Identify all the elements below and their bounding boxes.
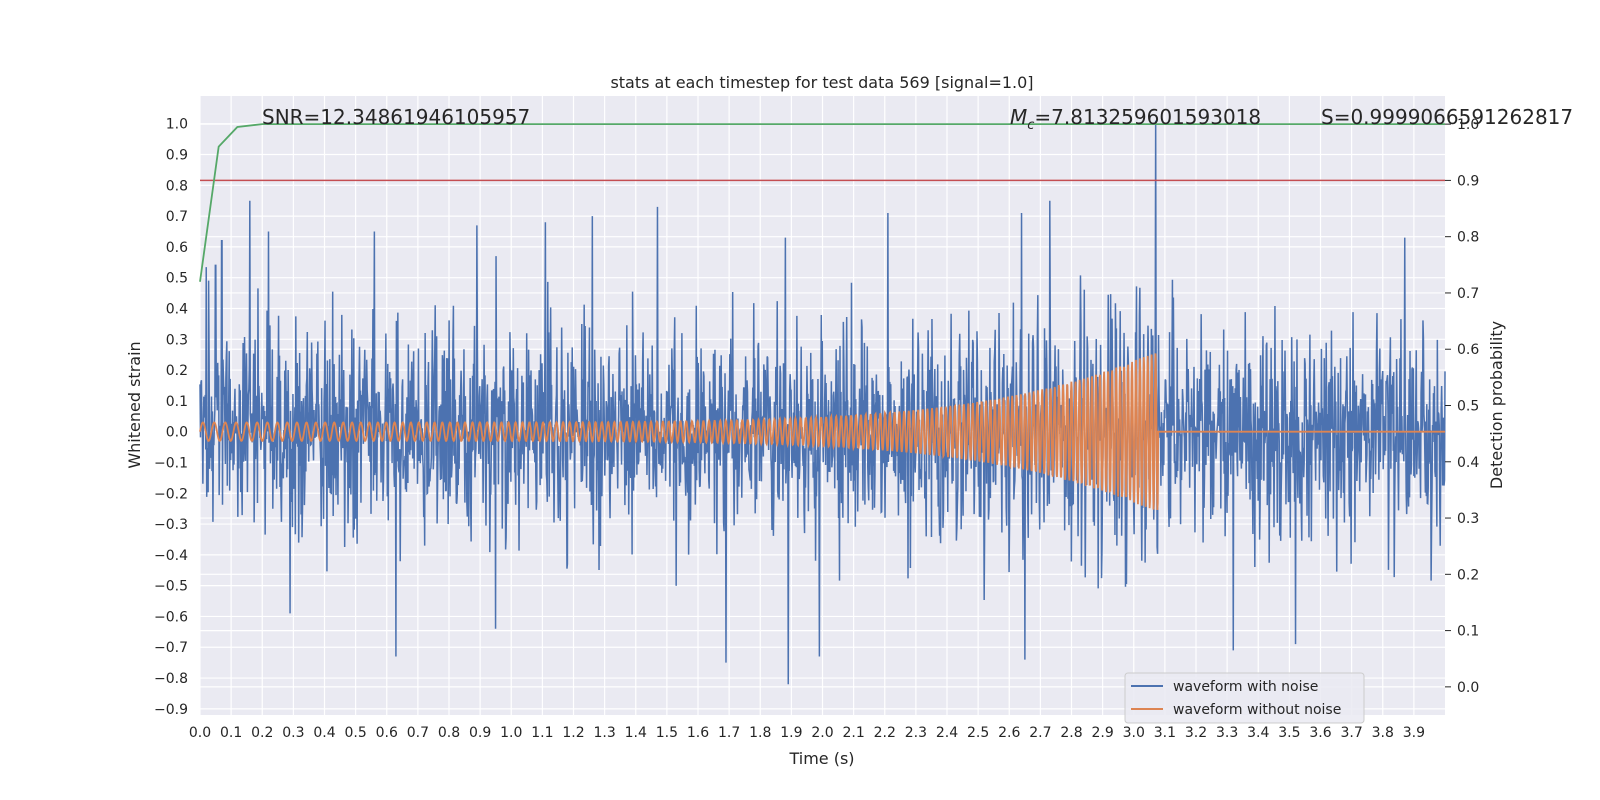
mc-subscript: c — [1027, 118, 1034, 133]
y-tick-label: 0.3 — [166, 332, 188, 348]
y-tick-label: −0.9 — [154, 702, 188, 718]
x-tick-label: 1.2 — [562, 725, 584, 741]
y2-tick-label: 1.0 — [1457, 117, 1479, 133]
x-tick-label: 0.6 — [376, 725, 398, 741]
y-tick-label: 0.8 — [166, 178, 188, 194]
legend-label-noise: waveform with noise — [1173, 679, 1318, 695]
y2-tick-label: 0.8 — [1457, 230, 1479, 246]
x-tick-label: 3.2 — [1185, 725, 1207, 741]
x-tick-label: 2.8 — [1060, 725, 1082, 741]
x-tick-label: 0.4 — [313, 725, 335, 741]
series-waveform-without-noise — [199, 353, 1445, 511]
x-tick-label: 3.8 — [1372, 725, 1394, 741]
y2-tick-label: 0.2 — [1457, 567, 1479, 583]
x-tick-label: 1.5 — [656, 725, 678, 741]
x-tick-label: 3.7 — [1340, 725, 1362, 741]
legend: waveform with noise waveform without noi… — [1124, 672, 1365, 724]
x-tick-label: 3.6 — [1309, 725, 1331, 741]
y-tick-label: −0.6 — [154, 609, 188, 625]
x-tick-label: 0.5 — [344, 725, 366, 741]
x-tick-label: 2.3 — [905, 725, 927, 741]
x-tick-label: 2.5 — [967, 725, 989, 741]
x-tick-label: 3.3 — [1216, 725, 1238, 741]
x-tick-label: 0.9 — [469, 725, 491, 741]
x-tick-label: 3.4 — [1247, 725, 1269, 741]
y-tick-label: 0.4 — [166, 301, 188, 317]
y-tick-label: 0.9 — [166, 148, 188, 164]
x-tick-label: 1.6 — [687, 725, 709, 741]
s-annotation: S=0.9999066591262817 — [1321, 105, 1573, 129]
x-tick-label: 1.3 — [593, 725, 615, 741]
y2-tick-label: 0.0 — [1457, 680, 1479, 696]
snr-annotation: SNR=12.34861946105957 — [262, 105, 530, 129]
mc-symbol: M — [1010, 105, 1027, 129]
x-tick-label: 2.6 — [998, 725, 1020, 741]
y2-tick-label: 0.4 — [1457, 455, 1479, 471]
y2-tick-label: 0.9 — [1457, 173, 1479, 189]
y2-tick-labels: 1.0 0.9 0.8 0.7 0.6 0.5 0.4 0.3 0.2 0.1 0.0 — [1445, 117, 1479, 696]
x-tick-label: 1.4 — [625, 725, 647, 741]
series-detection-probability — [199, 123, 1445, 282]
x-axis-label: Time (s) — [788, 749, 854, 768]
y2-tick-label: 0.7 — [1457, 286, 1479, 302]
y-tick-label: 0.0 — [166, 425, 188, 441]
x-tick-labels: 0.0 0.1 0.2 0.3 0.4 0.5 0.6 0.7 0.8 0.9 1.0 1.1 1.2 1… — [189, 725, 1425, 741]
y-tick-label: −0.2 — [154, 486, 188, 502]
x-tick-label: 1.7 — [718, 725, 740, 741]
y-tick-label: 1.0 — [166, 117, 188, 133]
legend-box — [1124, 672, 1365, 724]
x-tick-label: 1.1 — [531, 725, 553, 741]
y2-tick-label: 0.5 — [1457, 399, 1479, 415]
y2-tick-label: 0.3 — [1457, 511, 1479, 527]
x-tick-label: 2.2 — [874, 725, 896, 741]
y-tick-labels: 1.0 0.9 0.8 0.7 0.6 0.5 0.4 0.3 0.2 0.1 0.0 −0.1 −0.… — [154, 117, 188, 718]
x-tick-label: 0.0 — [189, 725, 211, 741]
x-tick-label: 1.9 — [780, 725, 802, 741]
x-tick-label: 3.1 — [1154, 725, 1176, 741]
y-tick-label: 0.7 — [166, 209, 188, 225]
x-tick-label: 2.0 — [811, 725, 833, 741]
legend-label-clean: waveform without noise — [1173, 702, 1341, 718]
y2-tick-label: 0.1 — [1457, 624, 1479, 640]
y-tick-label: 0.5 — [166, 271, 188, 287]
y-tick-label: 0.1 — [166, 394, 188, 410]
y-tick-label: −0.5 — [154, 579, 188, 595]
y2-axis-label: Detection probability — [1487, 321, 1506, 489]
series-waveform-with-noise — [199, 120, 1446, 685]
x-tick-label: 0.3 — [282, 725, 304, 741]
chart-title: stats at each timestep for test data 569… — [610, 73, 1033, 92]
y-tick-label: −0.8 — [154, 671, 188, 687]
y-tick-label: −0.7 — [154, 640, 188, 656]
x-tick-label: 1.0 — [500, 725, 522, 741]
y-tick-label: −0.4 — [154, 548, 188, 564]
x-tick-label: 3.0 — [1123, 725, 1145, 741]
chirp-mass-annotation: Mc=7.813259601593018 — [1010, 105, 1261, 133]
x-tick-label: 2.9 — [1091, 725, 1113, 741]
y2-tick-label: 0.6 — [1457, 342, 1479, 358]
x-tick-label: 3.9 — [1403, 725, 1425, 741]
x-tick-label: 0.1 — [220, 725, 242, 741]
x-tick-label: 3.5 — [1278, 725, 1300, 741]
x-tick-label: 0.2 — [251, 725, 273, 741]
mc-value: =7.813259601593018 — [1034, 105, 1261, 129]
plot-lines — [199, 120, 1446, 685]
y-tick-label: 0.6 — [166, 240, 188, 256]
x-tick-label: 0.8 — [438, 725, 460, 741]
y-axis-label: Whitened strain — [125, 341, 144, 468]
x-tick-label: 2.1 — [842, 725, 864, 741]
y-tick-label: −0.3 — [154, 517, 188, 533]
x-tick-label: 1.8 — [749, 725, 771, 741]
x-tick-label: 0.7 — [407, 725, 429, 741]
x-tick-label: 2.7 — [1029, 725, 1051, 741]
y-tick-label: −0.1 — [154, 455, 188, 471]
x-tick-label: 2.4 — [936, 725, 958, 741]
y-tick-label: 0.2 — [166, 363, 188, 379]
